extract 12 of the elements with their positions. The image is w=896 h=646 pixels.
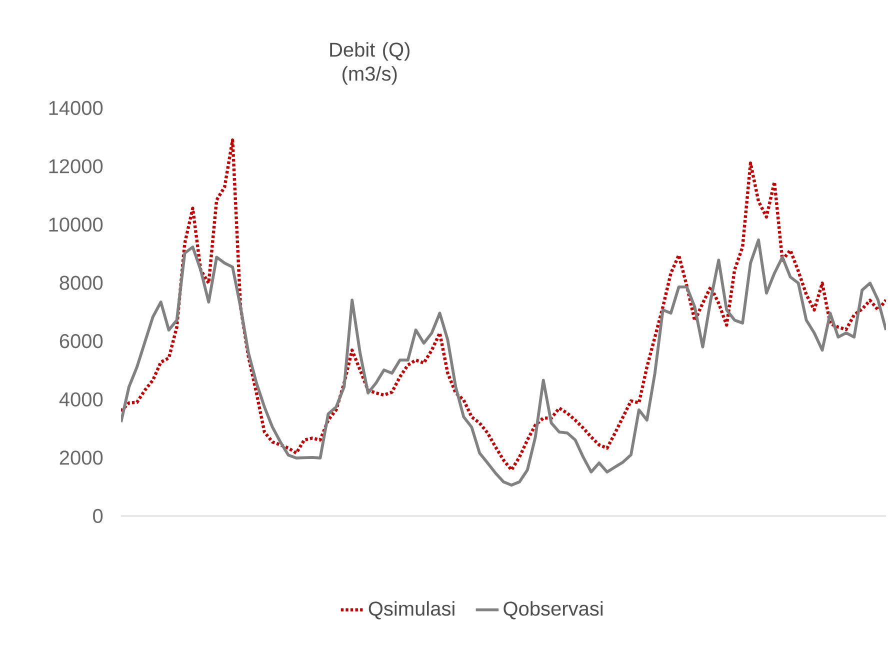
y-axis-title: Debit (Q) (m3/s): [330, 42, 410, 85]
legend-label: Qobservasi: [504, 601, 603, 620]
y-tick-label: 0: [93, 508, 103, 524]
y-tick-label: 4000: [59, 392, 103, 406]
y-tick-label: 10000: [49, 217, 103, 232]
y-tick-label: 12000: [49, 159, 103, 174]
y-tick-label: 2000: [60, 450, 103, 465]
line-series: [121, 238, 886, 487]
y-tick-label: 8000: [60, 276, 103, 290]
y-tick-label: 6000: [60, 334, 103, 348]
legend-label: Qsimulasi: [368, 601, 454, 620]
y-tick-label: 14000: [49, 100, 103, 116]
